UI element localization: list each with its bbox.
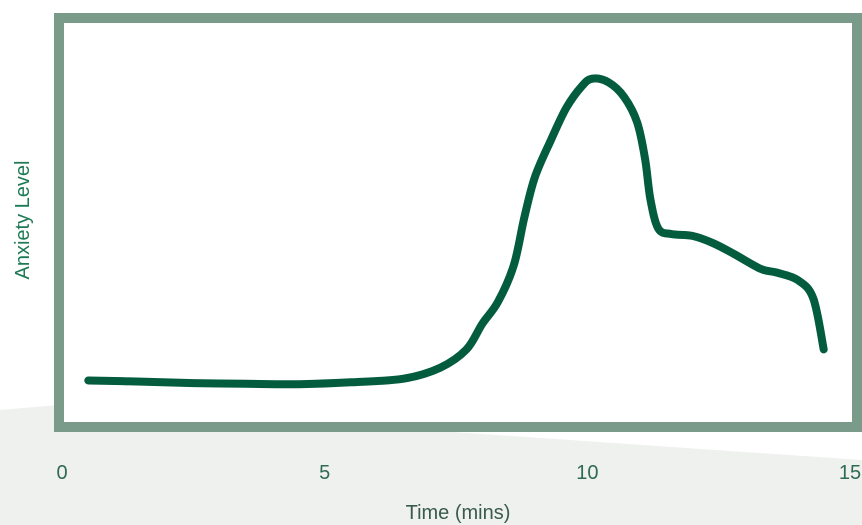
x-tick-label: 5 (319, 462, 330, 484)
x-tick-label: 0 (56, 462, 67, 484)
plot-frame (54, 13, 862, 432)
x-axis-label: Time (mins) (406, 502, 511, 524)
x-tick-label: 10 (576, 462, 598, 484)
plot-marks (84, 74, 828, 389)
y-axis-label: Anxiety Level (12, 161, 34, 280)
background-shape (0, 405, 862, 525)
series-line-0 (84, 74, 828, 389)
x-tick-labels: 0 5 10 15 (56, 462, 861, 484)
x-tick-label: 15 (839, 462, 861, 484)
